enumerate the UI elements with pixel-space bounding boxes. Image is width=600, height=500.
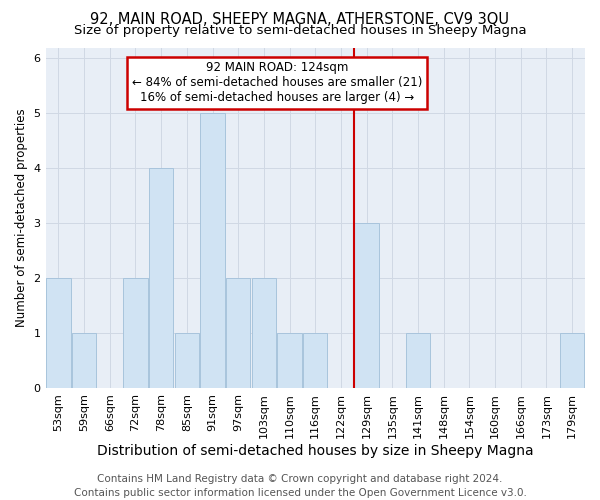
Bar <box>123 278 148 388</box>
Y-axis label: Number of semi-detached properties: Number of semi-detached properties <box>15 108 28 327</box>
X-axis label: Distribution of semi-detached houses by size in Sheepy Magna: Distribution of semi-detached houses by … <box>97 444 533 458</box>
Bar <box>149 168 173 388</box>
Bar <box>355 224 379 388</box>
Bar <box>226 278 250 388</box>
Text: Size of property relative to semi-detached houses in Sheepy Magna: Size of property relative to semi-detach… <box>74 24 526 37</box>
Bar <box>175 333 199 388</box>
Text: 92 MAIN ROAD: 124sqm
← 84% of semi-detached houses are smaller (21)
16% of semi-: 92 MAIN ROAD: 124sqm ← 84% of semi-detac… <box>131 61 422 104</box>
Bar <box>560 333 584 388</box>
Text: Contains HM Land Registry data © Crown copyright and database right 2024.
Contai: Contains HM Land Registry data © Crown c… <box>74 474 526 498</box>
Bar <box>251 278 276 388</box>
Bar <box>46 278 71 388</box>
Bar <box>200 114 225 388</box>
Bar <box>406 333 430 388</box>
Text: 92, MAIN ROAD, SHEEPY MAGNA, ATHERSTONE, CV9 3QU: 92, MAIN ROAD, SHEEPY MAGNA, ATHERSTONE,… <box>91 12 509 28</box>
Bar <box>277 333 302 388</box>
Bar <box>72 333 96 388</box>
Bar <box>303 333 328 388</box>
